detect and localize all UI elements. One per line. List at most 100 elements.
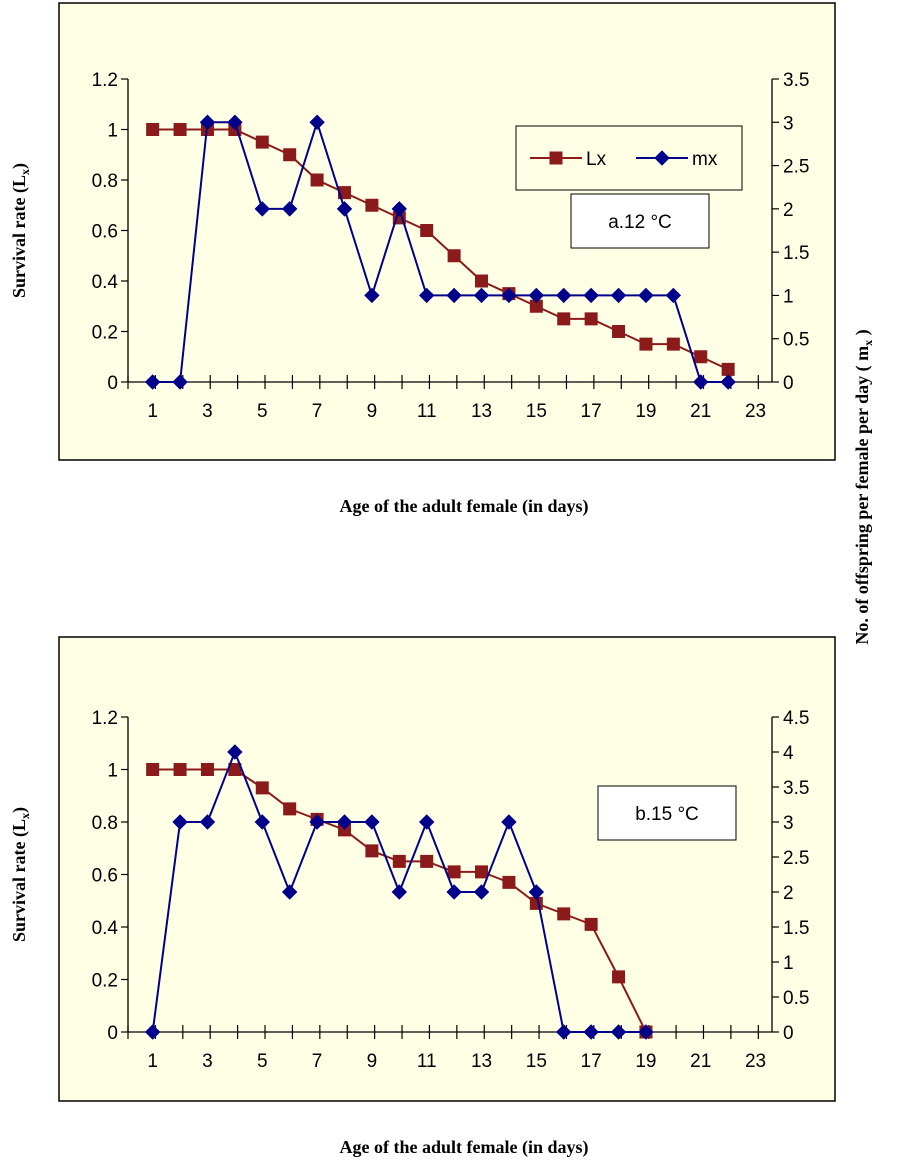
- data-point-mx: [281, 884, 298, 900]
- x-tick-label: 7: [312, 401, 323, 422]
- data-point-mx: [610, 1024, 627, 1040]
- right-y-tick-label: 4: [783, 743, 794, 764]
- x-tick-label: 5: [257, 1051, 268, 1072]
- right-y-tick-label: 3: [783, 113, 794, 134]
- data-point-Lx: [694, 350, 708, 364]
- data-point-mx: [583, 287, 599, 304]
- data-point-mx: [556, 287, 572, 304]
- y-axis-title: Survival rate (Lx): [9, 163, 32, 298]
- data-point-Lx: [584, 917, 598, 931]
- left-y-tick-label: 0.8: [92, 171, 118, 192]
- left-y-tick-label: 1: [107, 761, 118, 782]
- x-tick-label: 21: [690, 401, 711, 422]
- left-y-tick-label: 0: [107, 373, 118, 394]
- data-point-mx: [418, 287, 435, 304]
- data-point-mx: [254, 201, 270, 217]
- data-point-mx: [336, 814, 353, 830]
- right-y-tick-label: 1: [783, 953, 794, 974]
- y-axis-title-main: Survival rate (L: [9, 175, 30, 298]
- data-point-mx: [638, 287, 654, 304]
- data-point-mx: [583, 1024, 599, 1040]
- data-point-Lx: [173, 123, 187, 136]
- x-tick-label: 13: [471, 1051, 492, 1072]
- x-tick-label: 1: [147, 401, 158, 422]
- left-y-tick-label: 0.2: [92, 323, 118, 344]
- right-y-tick-label: 3: [783, 813, 794, 834]
- right-y-tick-label: 0.5: [783, 330, 809, 351]
- right-y-tick-label: 2.5: [783, 848, 809, 869]
- left-y-tick-label: 0.6: [92, 222, 118, 243]
- right-axis-title-sub: x: [861, 340, 875, 346]
- right-y-tick-label: 0: [783, 1023, 794, 1044]
- data-point-Lx: [310, 173, 324, 187]
- chart-frame: [58, 2, 836, 461]
- data-point-Lx: [475, 274, 489, 288]
- data-point-mx: [144, 1024, 161, 1040]
- data-point-Lx: [557, 907, 571, 921]
- x-tick-label: 9: [367, 401, 378, 422]
- legend-label-lx: Lx: [586, 149, 607, 170]
- x-tick-label: 23: [745, 401, 766, 422]
- data-point-mx: [528, 287, 545, 304]
- data-point-mx: [199, 114, 216, 130]
- data-point-mx: [446, 287, 462, 304]
- y-axis-title-tail: ): [9, 163, 30, 169]
- data-point-Lx: [392, 854, 406, 868]
- x-tick-label: 5: [257, 401, 268, 422]
- data-point-mx: [172, 814, 188, 830]
- x-axis-title: Age of the adult female (in days): [340, 496, 589, 517]
- data-point-Lx: [502, 875, 516, 889]
- data-point-mx: [418, 814, 435, 830]
- data-point-mx: [364, 287, 380, 304]
- data-point-Lx: [447, 865, 461, 879]
- right-y-tick-label: 2.5: [783, 157, 809, 178]
- data-point-Lx: [283, 802, 297, 816]
- y-axis-title-sub: x: [18, 169, 32, 175]
- data-point-Lx: [612, 325, 626, 338]
- data-point-mx: [391, 884, 408, 900]
- left-y-tick-label: 1.2: [92, 708, 118, 729]
- left-y-tick-label: 0.2: [92, 971, 118, 992]
- x-tick-label: 1: [147, 1051, 158, 1072]
- right-axis-title-main: No. of offspring per female per day ( m: [852, 346, 873, 645]
- data-point-Lx: [584, 312, 598, 326]
- series-line-Lx: [152, 128, 729, 371]
- data-point-mx: [528, 884, 545, 900]
- data-point-mx: [473, 884, 490, 900]
- x-tick-label: 17: [581, 401, 602, 422]
- right-y-tick-label: 3.5: [783, 778, 809, 799]
- y-axis-title-tail: ): [9, 807, 30, 813]
- y-axis-title-main: Survival rate (L: [9, 819, 30, 942]
- legend-label-mx: mx: [692, 149, 718, 170]
- data-point-Lx: [365, 198, 379, 212]
- panel-label-box: [597, 785, 737, 841]
- left-y-tick-label: 1.2: [92, 70, 118, 91]
- data-point-Lx: [557, 312, 571, 326]
- data-point-mx: [336, 201, 353, 217]
- data-point-Lx: [200, 763, 214, 776]
- data-point-mx: [144, 374, 161, 390]
- legend-marker-lx: [549, 151, 563, 165]
- data-point-Lx: [283, 148, 297, 162]
- x-tick-label: 9: [367, 1051, 378, 1072]
- data-point-Lx: [447, 249, 461, 263]
- data-point-Lx: [721, 362, 735, 376]
- series-mx: [144, 744, 654, 1040]
- data-point-Lx: [146, 123, 160, 136]
- data-point-mx: [610, 287, 627, 304]
- right-axis-title: No. of offspring per female per day ( mx…: [852, 329, 875, 644]
- right-y-tick-label: 1.5: [783, 243, 809, 264]
- data-point-Lx: [666, 337, 680, 351]
- x-tick-label: 17: [581, 1051, 602, 1072]
- x-tick-label: 19: [635, 1051, 656, 1072]
- data-point-Lx: [365, 844, 379, 858]
- x-tick-label: 13: [471, 401, 492, 422]
- x-tick-label: 23: [745, 1051, 766, 1072]
- right-y-tick-label: 3.5: [783, 70, 809, 91]
- series-line-mx: [152, 118, 729, 383]
- data-point-Lx: [255, 781, 269, 795]
- right-y-tick-label: 2: [783, 883, 794, 904]
- series-mx: [144, 114, 736, 390]
- left-y-tick-label: 0.8: [92, 813, 118, 834]
